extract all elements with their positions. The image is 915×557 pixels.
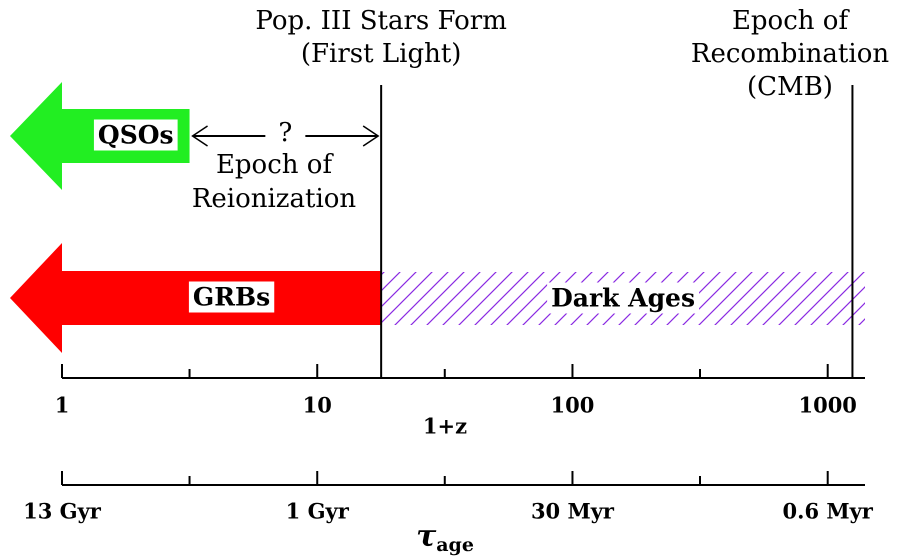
- grbs-label: GRBs: [193, 283, 270, 312]
- tick-label: 100: [551, 393, 595, 418]
- qsos-label: QSOs: [98, 121, 174, 150]
- tick-label: 1 Gyr: [286, 499, 350, 524]
- label-box: [547, 282, 700, 314]
- pop3-heading: Pop. III Stars Form: [255, 6, 507, 36]
- recombination-heading: Recombination: [691, 39, 889, 69]
- reion-question: ?: [278, 118, 292, 148]
- age-symbol: τ: [416, 519, 437, 554]
- arrowhead: [191, 125, 208, 147]
- tick-label: 13 Gyr: [23, 499, 102, 524]
- age-axis-label: τage: [416, 519, 474, 556]
- tick-label: 1: [55, 393, 70, 418]
- label-box: [93, 119, 178, 151]
- tick-label: 1000: [798, 393, 856, 418]
- recombination-heading: Epoch of: [732, 6, 851, 36]
- pop3-heading: (First Light): [301, 39, 462, 69]
- axis-label: 1+z: [423, 414, 467, 439]
- label-box: [188, 281, 275, 313]
- reion-label: Reionization: [192, 184, 357, 214]
- dark-ages-label: Dark Ages: [551, 284, 695, 313]
- reion-label: Epoch of: [216, 150, 335, 180]
- tick-label: 30 Myr: [531, 499, 615, 524]
- arrowhead: [362, 125, 380, 147]
- tick-label: 10: [303, 393, 332, 418]
- age-sub: age: [436, 534, 474, 556]
- recombination-heading: (CMB): [747, 72, 833, 102]
- tick-label: 0.6 Myr: [783, 499, 874, 524]
